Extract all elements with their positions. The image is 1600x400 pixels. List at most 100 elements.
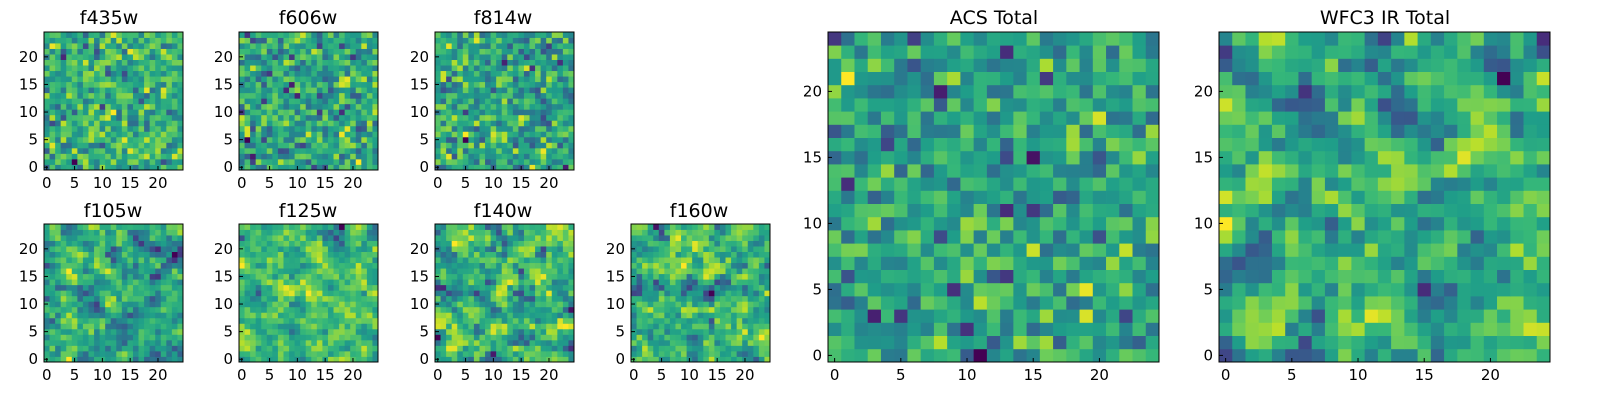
heatmap-cell bbox=[653, 229, 660, 236]
heatmap-cell bbox=[116, 317, 123, 324]
heatmap-cell bbox=[339, 306, 346, 313]
heatmap-cell bbox=[675, 235, 682, 241]
heatmap-cell bbox=[149, 356, 156, 363]
heatmap-cell bbox=[540, 136, 547, 143]
heatmap-cell bbox=[462, 328, 469, 335]
heatmap-cell bbox=[372, 114, 379, 121]
heatmap-cell bbox=[518, 268, 525, 275]
heatmap-cell bbox=[1079, 282, 1094, 297]
heatmap-cell bbox=[71, 262, 78, 269]
heatmap-cell bbox=[261, 87, 268, 94]
heatmap-cell bbox=[261, 246, 268, 252]
heatmap-cell bbox=[94, 350, 100, 357]
heatmap-cell bbox=[512, 43, 519, 49]
heatmap-cell bbox=[322, 59, 329, 66]
heatmap-cell bbox=[468, 301, 475, 308]
heatmap-cell bbox=[255, 43, 262, 49]
heatmap-cell bbox=[344, 158, 351, 165]
heatmap-cell bbox=[144, 43, 151, 49]
heatmap-cell bbox=[305, 54, 312, 60]
heatmap-cell bbox=[361, 317, 368, 324]
heatmap-cell bbox=[116, 98, 123, 105]
heatmap-cells bbox=[631, 224, 771, 363]
heatmap-cell bbox=[344, 81, 351, 88]
heatmap-cell bbox=[71, 334, 78, 341]
heatmap-cell bbox=[289, 164, 295, 171]
heatmap-cell bbox=[485, 120, 491, 127]
heatmap-cell bbox=[518, 257, 525, 264]
heatmap-cell bbox=[854, 309, 869, 323]
heatmap-cell bbox=[333, 70, 340, 77]
heatmap-cell bbox=[283, 147, 290, 154]
heatmap-cell bbox=[171, 81, 178, 88]
heatmap-cell bbox=[272, 323, 279, 330]
heatmap-cell bbox=[138, 328, 145, 335]
heatmap-cell bbox=[339, 48, 346, 55]
heatmap-cell bbox=[55, 312, 62, 319]
heatmap-cell bbox=[501, 153, 508, 160]
heatmap-cell bbox=[747, 301, 754, 308]
heatmap-cell bbox=[485, 87, 491, 94]
heatmap-cell bbox=[344, 268, 351, 275]
heatmap-cell bbox=[305, 92, 312, 99]
heatmap-cell bbox=[144, 301, 151, 308]
heatmap-cell bbox=[880, 309, 895, 323]
heatmap-cell bbox=[261, 345, 268, 352]
heatmap-cell bbox=[507, 323, 514, 330]
heatmap-cell bbox=[311, 48, 318, 55]
heatmap-cell bbox=[551, 125, 558, 132]
heatmap-cell bbox=[149, 92, 156, 99]
y-tick-label: 20 bbox=[19, 240, 38, 258]
heatmap-cell bbox=[468, 312, 475, 319]
heatmap-cell bbox=[551, 120, 558, 127]
heatmap-cell bbox=[664, 279, 671, 286]
heatmap-cell bbox=[960, 296, 975, 310]
heatmap-cell bbox=[300, 268, 307, 275]
heatmap-cell bbox=[647, 317, 654, 324]
heatmap-cell bbox=[372, 37, 379, 44]
heatmap-cell bbox=[675, 257, 682, 264]
heatmap-cell bbox=[758, 240, 765, 247]
heatmap-cell bbox=[149, 262, 156, 269]
heatmap-cell bbox=[71, 273, 78, 280]
heatmap-cell bbox=[272, 65, 279, 72]
heatmap-cell bbox=[468, 87, 475, 94]
heatmap-cell bbox=[719, 350, 726, 357]
heatmap-cell bbox=[523, 229, 530, 236]
heatmap-cell bbox=[753, 317, 760, 324]
heatmap-cell bbox=[669, 350, 676, 357]
heatmap-cell bbox=[736, 257, 743, 264]
heatmap-cell bbox=[631, 229, 637, 236]
heatmap-cell bbox=[116, 81, 123, 88]
heatmap-cell bbox=[642, 229, 649, 236]
heatmap-cell bbox=[562, 356, 569, 363]
heatmap-cell bbox=[372, 48, 379, 55]
heatmap-cell bbox=[105, 164, 112, 171]
heatmap-cell bbox=[121, 301, 128, 308]
heatmap-cell bbox=[44, 153, 50, 160]
heatmap-cell bbox=[490, 273, 497, 280]
heatmap-cell bbox=[473, 268, 480, 275]
heatmap-cell bbox=[300, 345, 307, 352]
heatmap-cell bbox=[372, 345, 379, 352]
heatmap-cell bbox=[535, 317, 542, 324]
heatmap-cell bbox=[261, 164, 268, 171]
heatmap-cell bbox=[105, 103, 112, 110]
heatmap-cell bbox=[535, 295, 542, 302]
heatmap-cell bbox=[121, 37, 128, 44]
heatmap-cell bbox=[758, 312, 765, 319]
heatmap-cell bbox=[77, 164, 84, 171]
heatmap-cell bbox=[1119, 296, 1133, 310]
heatmap-cell bbox=[166, 59, 173, 66]
heatmap-cell bbox=[160, 76, 167, 83]
heatmap-cell bbox=[121, 317, 128, 324]
heatmap-cell bbox=[512, 92, 519, 99]
heatmap-cell bbox=[535, 59, 542, 66]
heatmap-cell bbox=[551, 153, 558, 160]
heatmap-cell bbox=[316, 279, 323, 286]
heatmap-cell bbox=[82, 153, 89, 160]
heatmap-cell bbox=[435, 103, 441, 110]
heatmap-cell bbox=[658, 279, 665, 286]
heatmap-cell bbox=[244, 164, 251, 171]
heatmap-cell bbox=[244, 334, 251, 341]
